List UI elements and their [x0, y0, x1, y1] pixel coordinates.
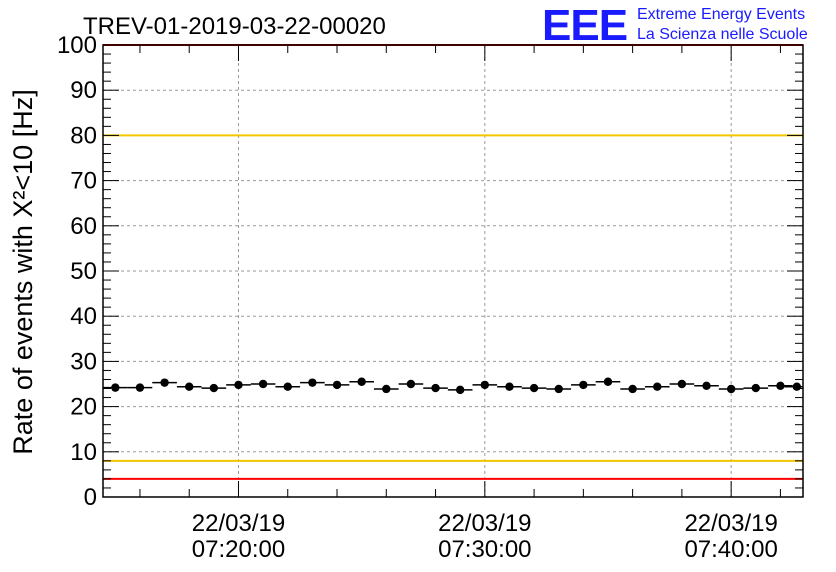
run-title: TREV-01-2019-03-22-00020: [83, 13, 386, 40]
data-point: [160, 378, 169, 387]
y-axis-label: Rate of events with X²<10 [Hz]: [8, 89, 38, 454]
data-point: [480, 380, 490, 390]
y-tick-label: 70: [70, 168, 97, 195]
y-tick-label: 90: [70, 77, 97, 104]
data-point: [603, 377, 613, 386]
data-point: [308, 378, 317, 387]
data-point: [431, 383, 440, 393]
logo-line-2: La Scienza nelle Scuole: [637, 26, 808, 43]
x-tick-time: 07:30:00: [438, 536, 531, 563]
data-point: [185, 382, 194, 391]
data-point: [505, 382, 514, 391]
y-tick-label: 60: [70, 213, 97, 240]
data-point: [258, 379, 268, 389]
x-tick-date: 22/03/19: [684, 510, 777, 537]
data-point: [111, 383, 120, 392]
data-point: [677, 379, 687, 389]
data-point: [357, 377, 366, 386]
grid: [103, 45, 803, 497]
data-point: [234, 380, 243, 390]
data-point: [653, 382, 662, 391]
data-point: [332, 380, 342, 390]
data-point: [455, 385, 465, 395]
logo-line-1: Extreme Energy Events: [637, 6, 805, 23]
axis-ticks: [103, 44, 803, 498]
data-points: [103, 377, 803, 395]
x-tick-date: 22/03/19: [192, 510, 285, 537]
data-point: [702, 381, 711, 391]
data-point: [776, 381, 785, 391]
data-point: [628, 384, 637, 394]
data-point: [209, 383, 219, 393]
data-point: [726, 384, 736, 394]
y-tick-label: 10: [70, 439, 97, 466]
data-point: [792, 382, 802, 391]
x-tick-time: 07:20:00: [192, 536, 285, 563]
y-tick-label: 20: [70, 394, 97, 421]
data-point: [135, 383, 145, 392]
data-point: [751, 383, 760, 393]
data-point: [579, 380, 588, 390]
tick-labels: 010203040506070809010022/03/1907:20:0022…: [57, 32, 778, 563]
data-point: [382, 384, 391, 394]
eee-logo: EEE: [542, 1, 627, 50]
y-tick-label: 80: [70, 122, 97, 149]
data-point: [283, 382, 292, 391]
x-tick-date: 22/03/19: [438, 510, 531, 537]
y-tick-label: 50: [70, 258, 97, 285]
x-tick-time: 07:40:00: [684, 536, 777, 563]
data-point: [406, 379, 416, 389]
y-tick-label: 100: [57, 32, 97, 59]
y-tick-label: 0: [84, 484, 97, 511]
reference-lines: [103, 44, 803, 480]
y-tick-label: 30: [70, 348, 97, 375]
y-tick-label: 40: [70, 303, 97, 330]
data-point: [529, 383, 539, 393]
data-point: [554, 384, 563, 394]
